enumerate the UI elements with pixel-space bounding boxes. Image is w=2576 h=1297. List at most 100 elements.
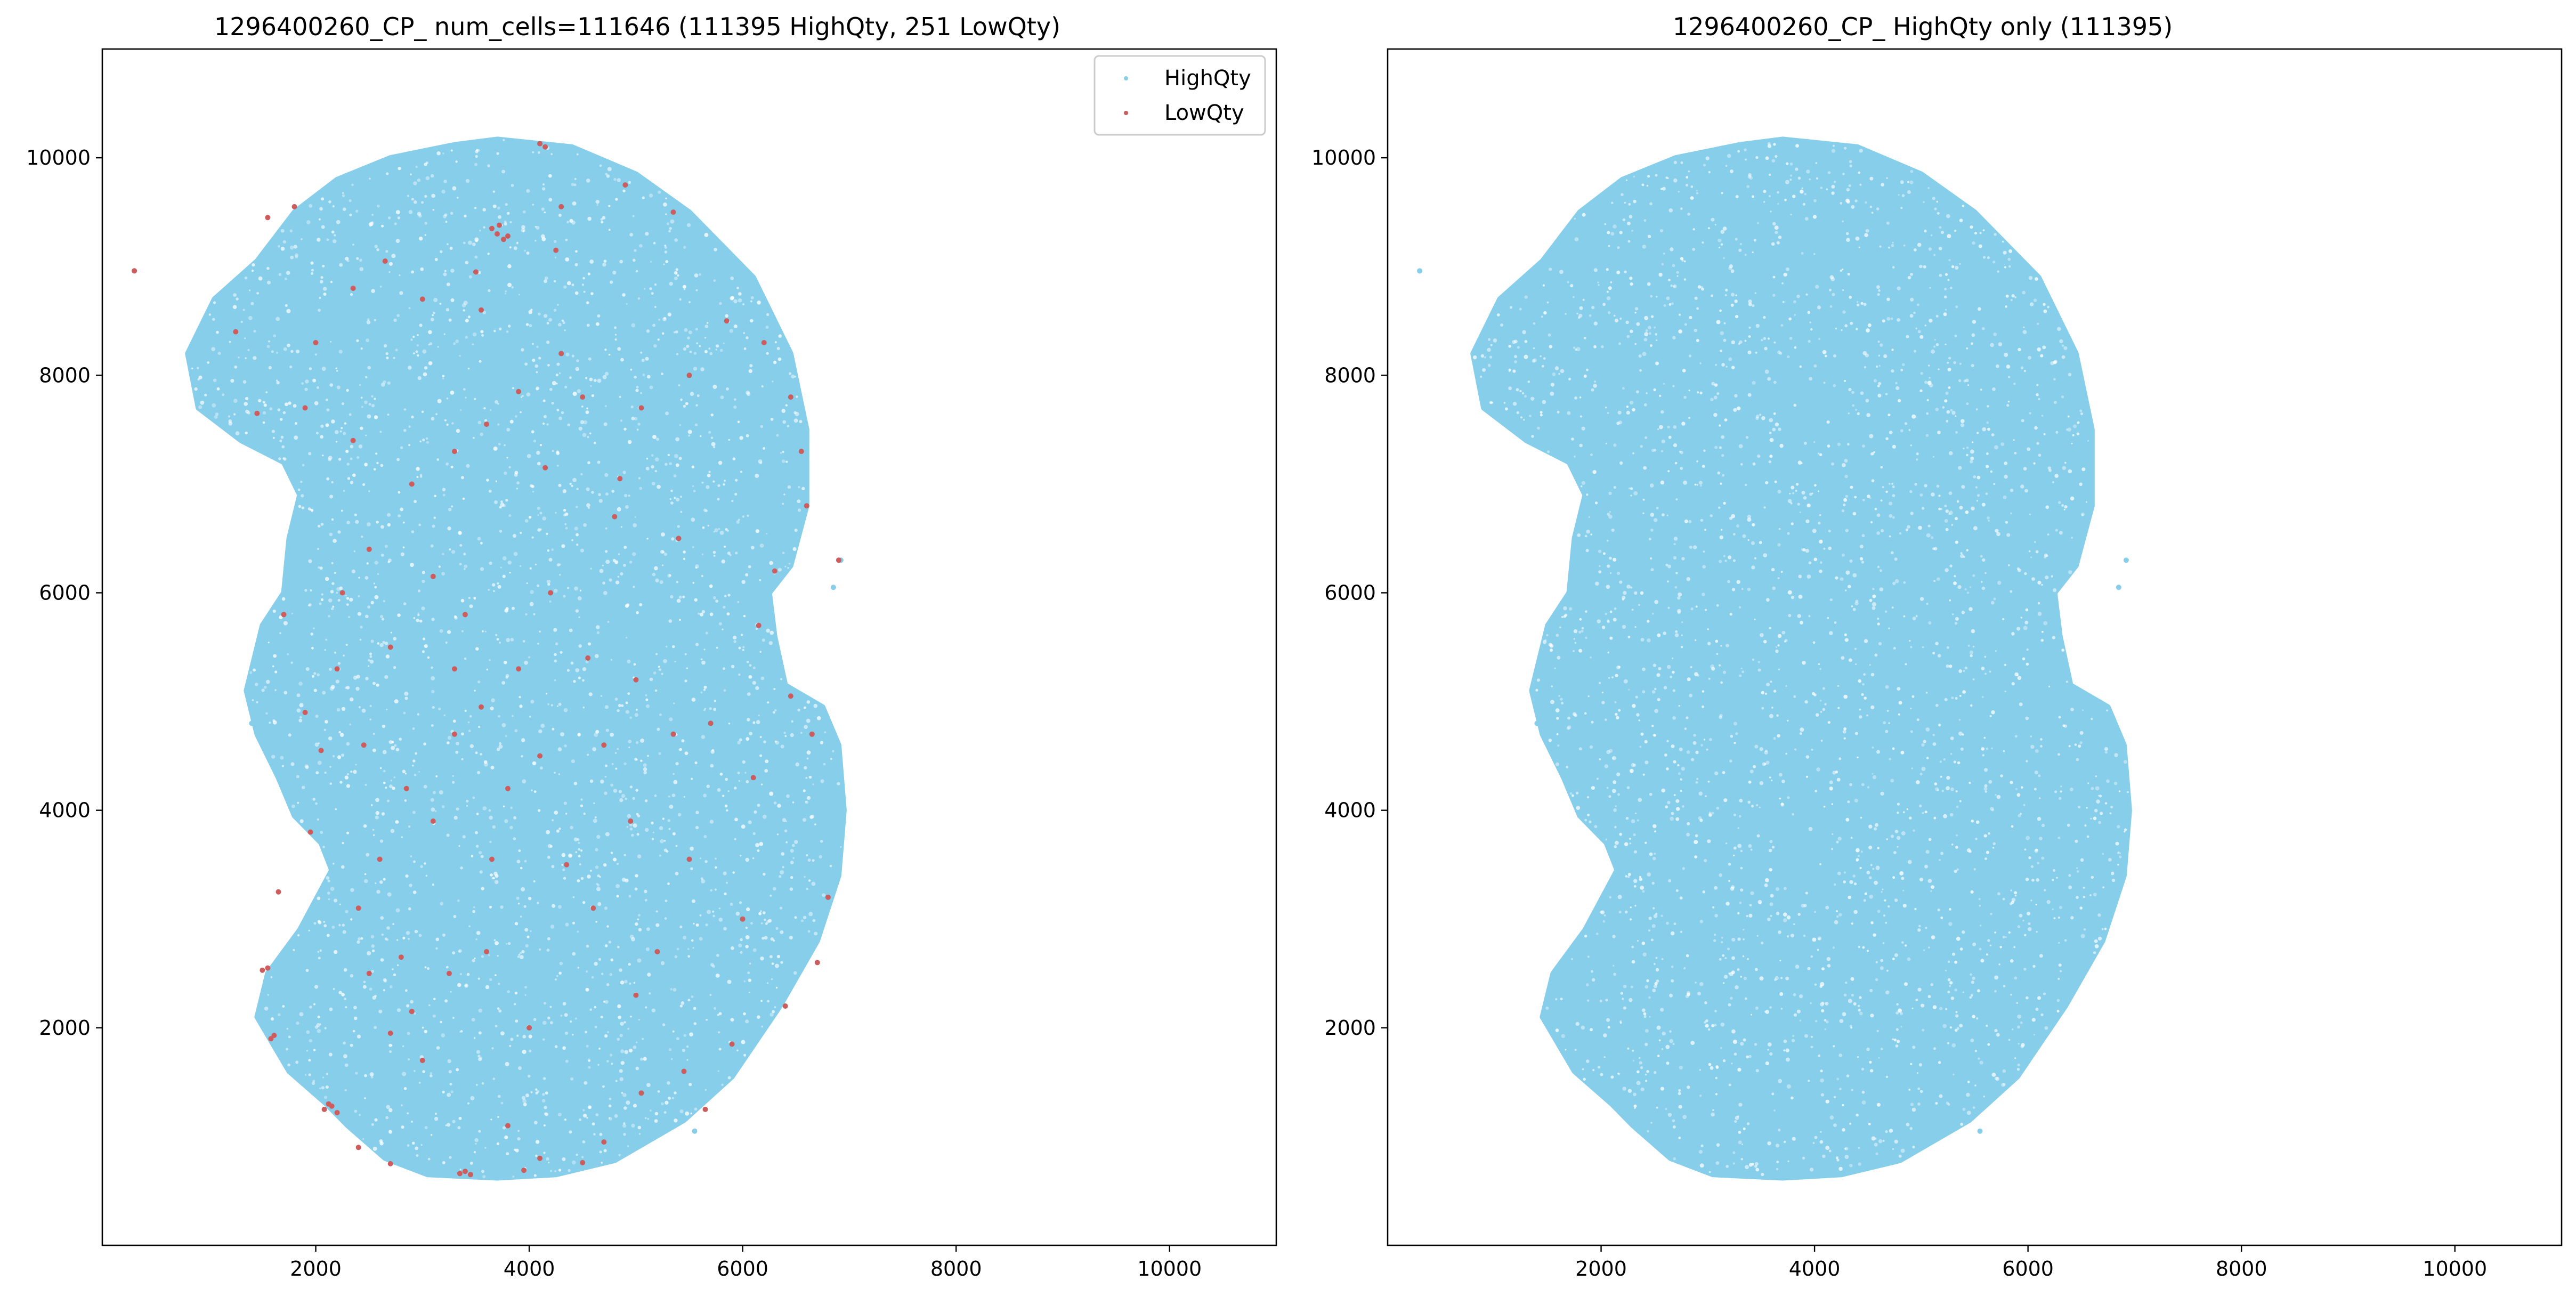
texture-gap <box>2015 788 2018 790</box>
texture-gap <box>1847 272 1850 276</box>
texture-gap <box>2034 426 2038 430</box>
texture-gap <box>346 686 350 690</box>
texture-gap <box>1976 432 1979 434</box>
texture-gap <box>2035 749 2039 753</box>
texture-gap <box>379 431 382 433</box>
texture-gap <box>504 1135 508 1139</box>
texture-gap <box>2095 786 2100 791</box>
scatter-point-lowqty <box>382 258 388 264</box>
texture-gap <box>1642 773 1645 776</box>
texture-gap <box>1642 667 1646 671</box>
texture-gap <box>1885 393 1888 395</box>
texture-gap <box>671 1058 673 1060</box>
texture-gap <box>472 796 475 799</box>
texture-gap <box>1869 1060 1872 1064</box>
tissue-highqty-cells <box>1470 136 2132 1181</box>
texture-gap <box>2000 442 2004 446</box>
texture-gap <box>1873 451 1875 453</box>
texture-gap <box>1990 601 1995 605</box>
texture-gap <box>1617 1073 1619 1075</box>
texture-gap <box>2076 432 2080 436</box>
texture-gap <box>483 407 486 410</box>
texture-gap <box>1871 452 1875 456</box>
texture-gap <box>1527 380 1530 383</box>
texture-gap <box>1786 1057 1790 1062</box>
texture-gap <box>419 619 423 623</box>
texture-gap <box>1751 565 1755 570</box>
texture-gap <box>620 980 625 985</box>
texture-gap <box>1867 495 1870 498</box>
texture-gap <box>1731 514 1736 518</box>
texture-gap <box>442 1161 445 1164</box>
texture-gap <box>1992 847 1995 849</box>
texture-gap <box>710 963 714 967</box>
texture-gap <box>2036 878 2039 882</box>
texture-gap <box>1924 325 1926 327</box>
texture-gap <box>355 209 359 213</box>
texture-gap <box>606 1060 609 1063</box>
texture-gap <box>2046 899 2051 904</box>
texture-gap <box>1940 917 1943 919</box>
texture-gap <box>350 293 353 296</box>
texture-gap <box>2035 277 2038 281</box>
texture-gap <box>514 471 519 475</box>
x-tick-label: 10000 <box>1137 1257 1202 1280</box>
texture-gap <box>1896 1003 1899 1006</box>
texture-gap <box>447 736 452 740</box>
texture-gap <box>1723 322 1726 325</box>
texture-gap <box>604 348 607 351</box>
texture-gap <box>694 423 698 427</box>
texture-gap <box>1586 530 1590 534</box>
texture-gap <box>1725 288 1728 292</box>
texture-gap <box>1854 732 1858 735</box>
texture-gap <box>1828 546 1832 550</box>
texture-gap <box>643 771 647 775</box>
texture-gap <box>419 323 423 327</box>
texture-gap <box>604 775 607 778</box>
texture-gap <box>1666 1061 1670 1065</box>
texture-gap <box>562 1157 566 1161</box>
texture-gap <box>273 654 277 658</box>
texture-gap <box>443 272 447 277</box>
texture-gap <box>1603 1056 1606 1058</box>
texture-gap <box>526 392 531 397</box>
texture-gap <box>353 1030 355 1033</box>
texture-gap <box>692 899 695 903</box>
texture-gap <box>500 1031 505 1036</box>
texture-gap <box>276 379 278 382</box>
texture-gap <box>528 656 531 659</box>
texture-gap <box>367 605 371 609</box>
texture-gap <box>573 183 577 187</box>
texture-gap <box>433 312 435 314</box>
texture-gap <box>832 750 835 752</box>
texture-gap <box>1601 345 1604 348</box>
texture-gap <box>431 690 435 693</box>
texture-gap <box>1788 614 1792 618</box>
texture-gap <box>556 829 560 833</box>
texture-gap <box>556 383 558 385</box>
texture-gap <box>1964 588 1967 591</box>
texture-gap <box>1626 410 1630 415</box>
texture-gap <box>1643 219 1647 222</box>
texture-gap <box>749 962 751 964</box>
texture-gap <box>1702 241 1704 244</box>
texture-gap <box>247 348 250 351</box>
texture-gap <box>1509 306 1512 309</box>
texture-gap <box>528 1034 532 1039</box>
texture-gap <box>2031 577 2035 581</box>
texture-gap <box>1955 617 1959 621</box>
texture-gap <box>486 479 489 482</box>
texture-gap <box>1616 270 1621 274</box>
texture-gap <box>413 860 416 863</box>
texture-gap <box>393 973 396 977</box>
texture-gap <box>1747 350 1752 355</box>
texture-gap <box>1675 889 1679 892</box>
texture-gap <box>2104 927 2107 930</box>
texture-gap <box>394 744 397 747</box>
texture-gap <box>1654 734 1656 737</box>
texture-gap <box>1563 606 1567 611</box>
texture-gap <box>1841 268 1844 271</box>
texture-gap <box>1500 323 1503 327</box>
texture-gap <box>1955 1011 1958 1014</box>
texture-gap <box>1844 459 1848 463</box>
